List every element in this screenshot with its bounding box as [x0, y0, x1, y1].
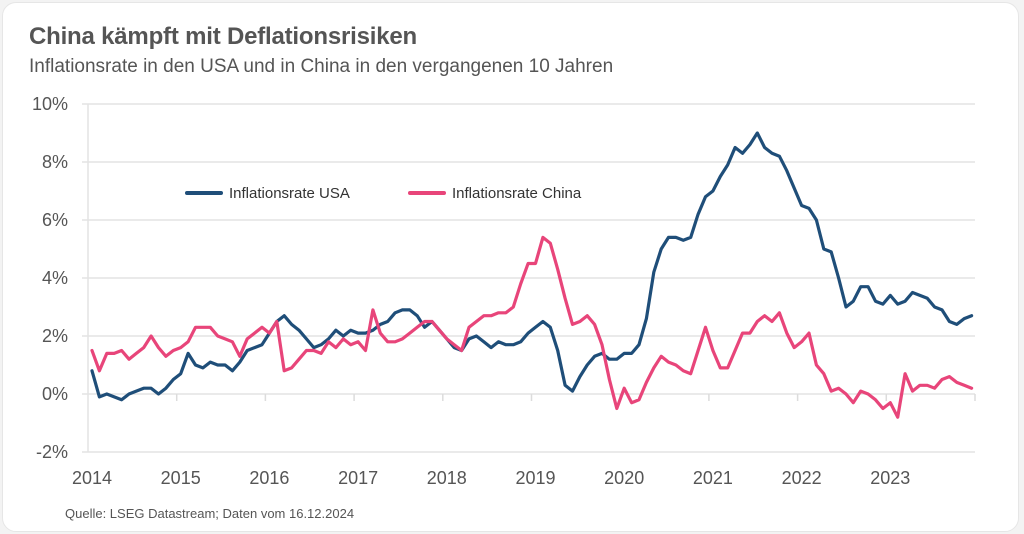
x-tick-label: 2019	[515, 468, 555, 488]
legend-label-china: Inflationsrate China	[452, 185, 582, 202]
y-axis: -2% 0% 2% 4% 6% 8% 10%	[32, 94, 68, 462]
source-note: Quelle: LSEG Datastream; Daten vom 16.12…	[65, 506, 355, 521]
x-tick-label: 2015	[161, 468, 201, 488]
series-line-china	[90, 235, 974, 419]
x-tick-label: 2020	[604, 468, 644, 488]
y-tick-label: 0%	[42, 384, 68, 404]
x-tick-label: 2017	[338, 468, 378, 488]
y-tick-label: 4%	[42, 268, 68, 288]
y-tick-label: 10%	[32, 94, 68, 114]
chart-title: China kämpft mit Deflationsrisiken	[29, 23, 417, 50]
y-tick-label: -2%	[36, 442, 68, 462]
x-tick-label: 2014	[72, 468, 112, 488]
gridlines	[82, 103, 975, 453]
x-tick-label: 2016	[249, 468, 289, 488]
chart-subtitle: Inflationsrate in den USA und in China i…	[29, 56, 614, 77]
series-line-usa	[90, 131, 974, 402]
x-tick-label: 2018	[427, 468, 467, 488]
series-lines	[90, 131, 974, 419]
x-tick-label: 2021	[693, 468, 733, 488]
legend-label-usa: Inflationsrate USA	[229, 185, 350, 202]
x-axis: 2014 2015 2016 2017 2018 2019 2020 2021 2022 2023	[72, 394, 976, 488]
legend: Inflationsrate USA Inflationsrate China	[185, 185, 582, 202]
y-tick-label: 8%	[42, 152, 68, 172]
x-tick-label: 2023	[870, 468, 910, 488]
y-tick-label: 2%	[42, 326, 68, 346]
x-tick-label: 2022	[782, 468, 822, 488]
y-tick-label: 6%	[42, 210, 68, 230]
